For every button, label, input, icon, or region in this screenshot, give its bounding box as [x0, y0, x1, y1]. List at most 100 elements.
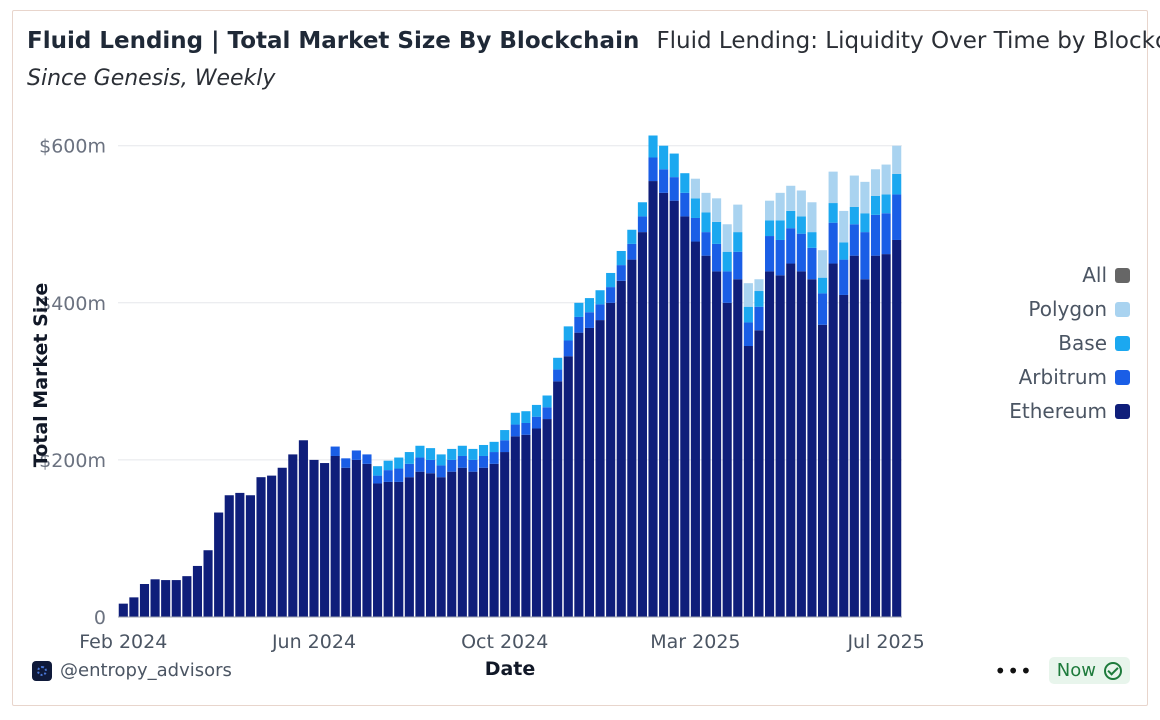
bar-ethereum — [425, 473, 436, 617]
legend-item-arbitrum[interactable]: Arbitrum — [1009, 360, 1130, 394]
bar-ethereum — [118, 603, 128, 617]
bar-ethereum — [892, 239, 902, 617]
bar-ethereum — [595, 320, 605, 617]
footer-brand[interactable]: @entropy_advisors — [32, 660, 232, 681]
bar-base — [574, 302, 584, 317]
bar-arbitrum — [542, 407, 552, 420]
bar-arbitrum — [606, 287, 616, 303]
bar-arbitrum — [775, 239, 785, 276]
legend-label: Base — [1058, 331, 1107, 355]
bar-polygon — [860, 181, 870, 214]
brand-handle: @entropy_advisors — [60, 660, 232, 681]
bar-base — [892, 173, 902, 195]
bar-ethereum — [394, 481, 404, 617]
bar-arbitrum — [817, 293, 828, 325]
bar-base — [733, 232, 743, 252]
bar-arbitrum — [425, 459, 436, 474]
bar-polygon — [817, 250, 828, 278]
bar-polygon — [849, 175, 859, 207]
bar-arbitrum — [584, 312, 595, 328]
bar-ethereum — [500, 452, 510, 617]
x-tick-label: Jun 2024 — [271, 631, 356, 653]
bar-arbitrum — [563, 340, 573, 357]
bar-base — [510, 412, 520, 425]
bar-arbitrum — [881, 213, 891, 255]
bar-ethereum — [637, 232, 647, 617]
legend-label: Ethereum — [1009, 399, 1107, 423]
bar-ethereum — [478, 467, 489, 617]
bar-arbitrum — [510, 424, 520, 437]
bar-base — [373, 466, 383, 476]
bar-base — [849, 206, 859, 225]
bar-arbitrum — [415, 457, 425, 472]
bar-ethereum — [807, 279, 817, 617]
bar-arbitrum — [447, 459, 457, 472]
bar-ethereum — [510, 436, 520, 617]
bar-ethereum — [712, 271, 722, 617]
bar-base — [637, 202, 647, 217]
bar-base — [839, 242, 849, 260]
bar-base — [542, 395, 552, 408]
legend-swatch — [1115, 403, 1130, 419]
bar-base — [722, 251, 732, 272]
bar-ethereum — [415, 471, 425, 617]
bar-ethereum — [860, 279, 870, 617]
x-tick-label: Jul 2025 — [846, 631, 924, 653]
y-tick-label: $600m — [39, 136, 106, 158]
bar-ethereum — [786, 263, 796, 617]
bar-ethereum — [680, 216, 690, 617]
bar-base — [690, 198, 700, 218]
bar-base — [468, 448, 478, 460]
bar-base — [627, 229, 637, 244]
bar-ethereum — [161, 580, 171, 617]
bar-ethereum — [669, 200, 679, 617]
legend-item-polygon[interactable]: Polygon — [1009, 292, 1130, 326]
bar-base — [712, 221, 722, 244]
bar-arbitrum — [754, 306, 764, 331]
bar-ethereum — [733, 279, 743, 617]
bar-base — [457, 445, 467, 456]
bar-ethereum — [309, 459, 319, 617]
legend-item-ethereum[interactable]: Ethereum — [1009, 394, 1130, 428]
bar-base — [807, 232, 817, 248]
bar-polygon — [712, 198, 722, 222]
legend-label: Polygon — [1028, 297, 1107, 321]
bar-base — [616, 250, 626, 266]
bar-base — [383, 460, 393, 471]
bar-ethereum — [659, 192, 669, 617]
status-badge[interactable]: Now — [1048, 657, 1130, 684]
more-horizontal-icon[interactable]: ••• — [994, 658, 1033, 683]
bar-arbitrum — [690, 217, 700, 242]
bar-base — [860, 213, 870, 233]
bar-ethereum — [743, 346, 753, 617]
legend-item-base[interactable]: Base — [1009, 326, 1130, 360]
legend-item-all[interactable]: All — [1009, 258, 1130, 292]
bar-arbitrum — [659, 169, 669, 193]
bar-arbitrum — [521, 422, 531, 435]
bar-arbitrum — [362, 454, 372, 464]
bar-ethereum — [341, 467, 351, 617]
bar-ethereum — [224, 495, 234, 617]
bar-base — [828, 203, 838, 223]
legend-label: Arbitrum — [1018, 365, 1107, 389]
chart-subtitle: Since Genesis, Weekly — [27, 66, 276, 91]
bar-base — [478, 444, 489, 456]
bar-base — [436, 454, 446, 466]
bar-arbitrum — [796, 233, 806, 272]
bar-arbitrum — [500, 440, 510, 453]
bar-ethereum — [351, 459, 361, 617]
bar-ethereum — [839, 294, 849, 617]
bar-base — [775, 220, 785, 240]
bar-arbitrum — [478, 455, 489, 468]
bar-arbitrum — [574, 316, 584, 333]
bar-arbitrum — [743, 322, 753, 347]
bar-ethereum — [701, 255, 711, 617]
bar-polygon — [765, 200, 775, 221]
status-label: Now — [1056, 660, 1096, 681]
bar-ethereum — [627, 259, 637, 617]
bar-polygon — [892, 145, 902, 174]
bar-base — [870, 195, 881, 215]
bar-arbitrum — [330, 446, 340, 456]
bar-ethereum — [648, 181, 658, 617]
